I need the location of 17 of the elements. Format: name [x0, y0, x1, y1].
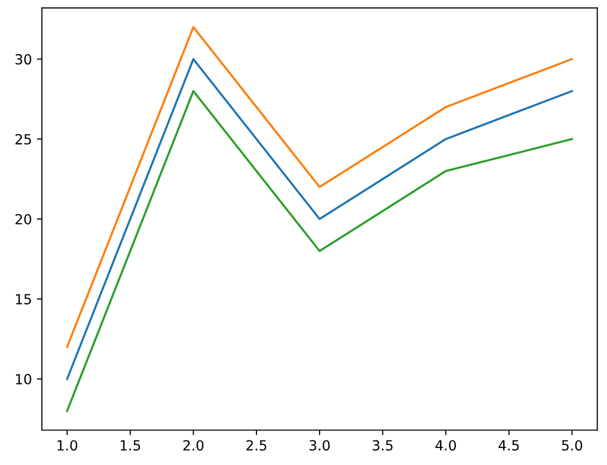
line-series	[66, 58, 574, 380]
y-tick-label: 20	[16, 214, 32, 224]
x-tick-label: 2.0	[183, 440, 204, 451]
x-tick-label: 5.0	[562, 440, 582, 451]
x-tick-label: 3.5	[372, 440, 393, 451]
x-tick-label: 1.0	[58, 440, 78, 451]
y-tick-label: 10	[16, 374, 32, 384]
x-tick-label: 4.5	[498, 440, 519, 451]
line-series	[66, 26, 574, 348]
x-tick-label: 4.0	[435, 440, 456, 451]
y-tick-label: 15	[16, 294, 31, 304]
x-tick-label: 2.5	[246, 440, 266, 451]
x-tick-label: 3.0	[310, 440, 330, 451]
x-tick-label: 1.5	[120, 440, 140, 451]
y-tick-label: 25	[16, 134, 31, 145]
line-series	[66, 90, 574, 412]
y-tick-label: 30	[16, 54, 32, 65]
